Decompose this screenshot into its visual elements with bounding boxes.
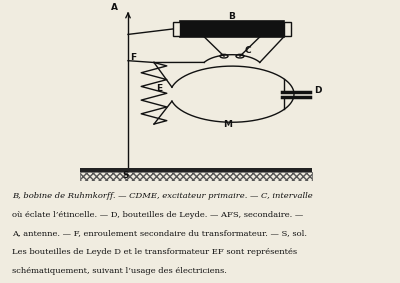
Text: C: C [245,46,252,55]
Text: D: D [314,86,322,95]
Text: E: E [156,84,162,93]
Text: F: F [130,53,136,62]
Text: A: A [111,3,118,12]
Text: schématiquement, suivant l’usage des électriciens.: schématiquement, suivant l’usage des éle… [12,267,227,275]
Text: M: M [224,120,232,129]
Text: S: S [123,171,129,180]
Bar [80,172,312,184]
Text: B: B [228,12,236,21]
Bar [284,22,291,36]
Text: B, bobine de Ruhmkorff. — CDME, excitateur primaire. — C, intervalle: B, bobine de Ruhmkorff. — CDME, excitate… [12,192,313,200]
Text: Les bouteilles de Leyde D et le transformateur EF sont représentés: Les bouteilles de Leyde D et le transfor… [12,248,297,256]
Bar [180,21,284,37]
Text: A, antenne. — F, enroulement secondaire du transformateur. — S, sol.: A, antenne. — F, enroulement secondaire … [12,230,307,237]
Bar [80,168,312,172]
Bar [173,22,180,36]
Text: où éclate l’étincelle. — D, bouteilles de Leyde. — AFS, secondaire. —: où éclate l’étincelle. — D, bouteilles d… [12,211,303,219]
